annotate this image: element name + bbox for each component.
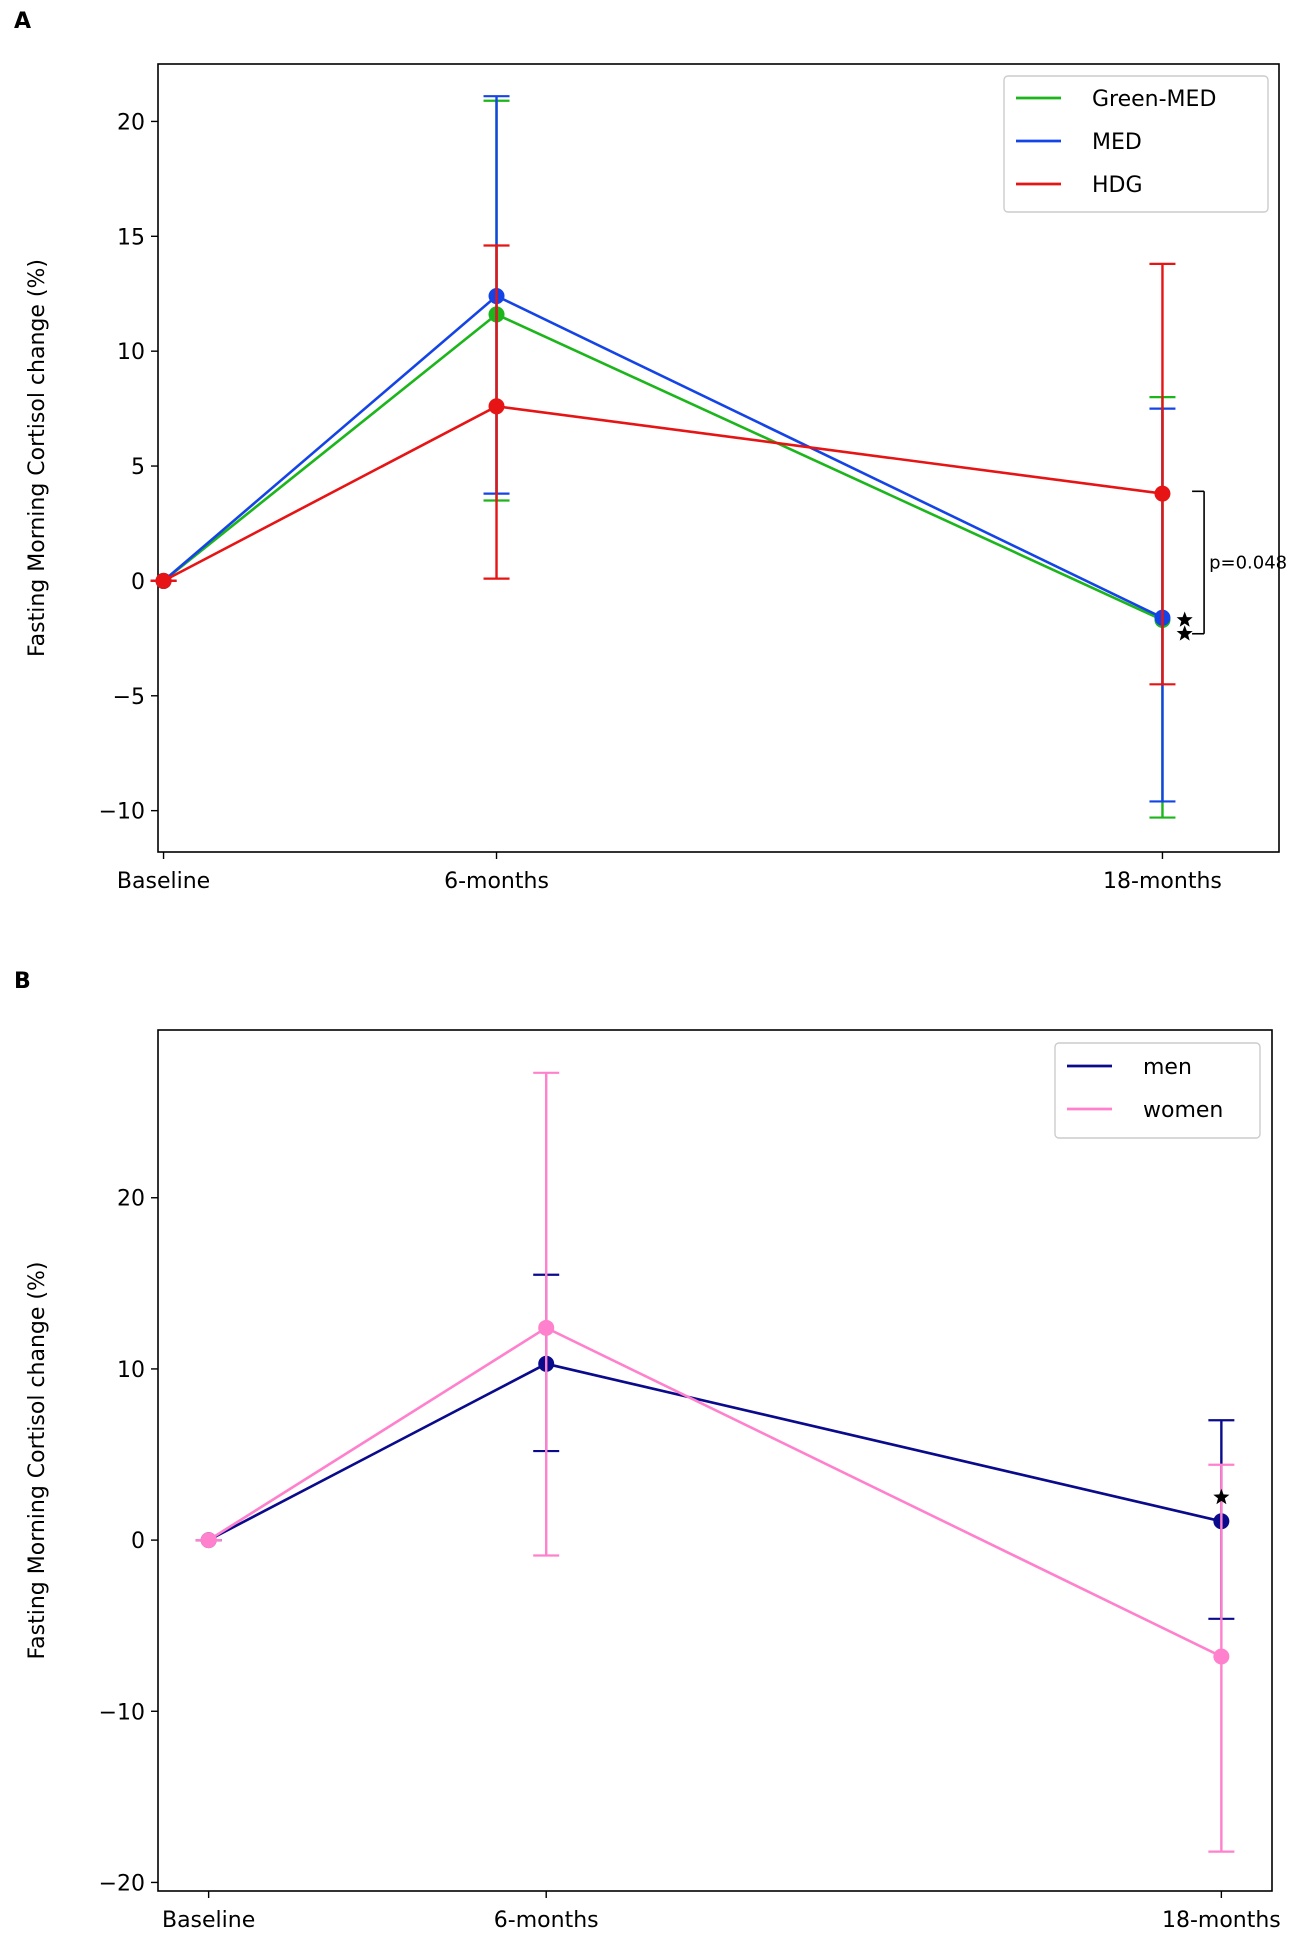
- y-tick-label: −10: [99, 800, 145, 825]
- legend-box: [1003, 75, 1269, 213]
- series-line: [207, 1362, 1222, 1542]
- legend-label: Green-MED: [1092, 87, 1216, 112]
- y-tick-label: −20: [99, 1871, 145, 1896]
- chart-panel-a: A −10 −5 0 5 10 15 20 Baseline 6-months 18-months F…: [14, 9, 1287, 894]
- series-hdg: [150, 244, 1176, 686]
- series-women: [195, 1071, 1235, 1853]
- panel-label: A: [14, 9, 31, 34]
- y-tick-label: 10: [117, 1358, 145, 1383]
- legend-label: men: [1143, 1055, 1192, 1080]
- x-tick-label: 6-months: [444, 869, 549, 894]
- y-tick-label: 0: [131, 1529, 145, 1554]
- y-tick-label: 20: [117, 110, 145, 135]
- series-line: [207, 1326, 1222, 1658]
- y-tick-label: 15: [117, 225, 145, 250]
- data-point: [155, 572, 172, 589]
- legend: Green-MED MED HDG: [1003, 75, 1269, 213]
- plot-frame: [157, 1029, 1273, 1892]
- chart-panel-b: B −20 −10 0 10 20 Baseline 6-months 18-months Fas…: [14, 969, 1281, 1933]
- x-tick-label: 18-months: [1162, 1908, 1281, 1933]
- x-tick-label: Baseline: [117, 869, 210, 894]
- y-tick-label: −5: [113, 685, 145, 710]
- significance-star: [1176, 611, 1193, 627]
- panel-label: B: [14, 969, 31, 994]
- legend-label: MED: [1092, 130, 1142, 155]
- legend-label: HDG: [1092, 173, 1143, 198]
- x-tick-label: 18-months: [1103, 869, 1222, 894]
- data-point: [1154, 485, 1171, 502]
- significance-star: [1176, 625, 1193, 641]
- plot-frame: [157, 63, 1280, 853]
- p-value-label: p=0.048: [1209, 553, 1287, 574]
- y-tick-label: 0: [131, 570, 145, 595]
- data-point: [1213, 1648, 1230, 1665]
- y-axis-label: Fasting Morning Cortisol change (%): [25, 1262, 50, 1660]
- y-tick-label: 20: [117, 1187, 145, 1212]
- y-tick-label: 10: [117, 340, 145, 365]
- significance-star: [1213, 1488, 1230, 1505]
- y-tick-label: −10: [99, 1700, 145, 1725]
- series-line: [162, 312, 1164, 622]
- series-line: [162, 294, 1164, 619]
- data-point: [538, 1319, 555, 1336]
- x-tick-label: Baseline: [162, 1908, 255, 1933]
- y-tick-label: 5: [131, 455, 145, 480]
- x-tick-label: 6-months: [494, 1908, 599, 1933]
- data-point: [488, 398, 505, 415]
- legend: men women: [1054, 1042, 1261, 1139]
- legend-label: women: [1143, 1098, 1223, 1123]
- data-point: [200, 1532, 217, 1549]
- series-men: [195, 1273, 1235, 1620]
- series-line: [162, 404, 1163, 583]
- y-axis-label: Fasting Morning Cortisol change (%): [25, 259, 50, 657]
